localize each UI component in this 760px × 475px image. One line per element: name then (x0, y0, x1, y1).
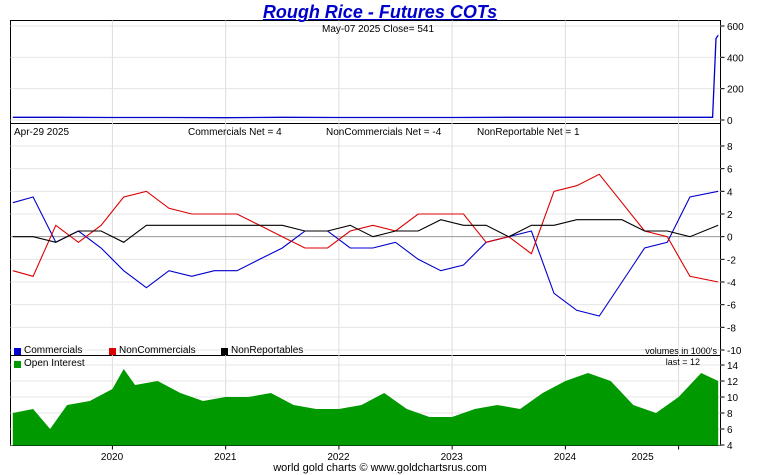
volumes-note: volumes in 1000's (645, 346, 717, 356)
cot-layer (12, 173, 719, 317)
y-tick-label: 600 (727, 22, 744, 33)
x-tick-label: 2023 (441, 452, 464, 463)
nonreportable-net: NonReportable Net = 1 (477, 127, 580, 138)
y-tick-label: 8 (727, 409, 733, 420)
price-header: May-07 2025 Close= 541 (322, 24, 434, 35)
x-tick-label: 2022 (327, 452, 350, 463)
y-tick-label: 4 (727, 441, 733, 452)
legend-open-interest: Open Interest (14, 358, 85, 370)
legend-noncommercials-label: NonCommercials (119, 345, 196, 356)
y-tick-label: 0 (727, 233, 733, 244)
price-layer (12, 34, 719, 119)
y-tick-label: 400 (727, 53, 744, 64)
cot-panel (10, 123, 721, 356)
y-tick-label: -10 (727, 346, 742, 357)
x-tick-label: 2025 (631, 452, 654, 463)
commercials-swatch (14, 347, 21, 355)
noncommercials-line (12, 173, 719, 283)
price-panel (10, 20, 721, 124)
x-tick-label: 2021 (214, 452, 237, 463)
y-tick-label: -4 (727, 278, 736, 289)
price-line (12, 34, 719, 119)
open-interest-layer (12, 369, 719, 446)
legend-noncommercials: NonCommercials (109, 345, 196, 357)
nonreportables-line (12, 219, 719, 243)
y-tick-label: -2 (727, 255, 736, 266)
y-tick-label: 8 (727, 142, 733, 153)
legend-commercials: Commercials (14, 345, 82, 357)
y-tick-label: -6 (727, 301, 736, 312)
noncommercials-swatch (109, 347, 116, 355)
noncommercials-net: NonCommercials Net = -4 (326, 127, 442, 138)
y-tick-label: 6 (727, 165, 733, 176)
open-interest-swatch (14, 360, 21, 368)
y-tick-label: -8 (727, 323, 736, 334)
y-tick-label: 4 (727, 187, 733, 198)
y-tick-label: 12 (727, 377, 739, 388)
open-interest-area (12, 369, 719, 446)
y-tick-label: 0 (727, 116, 733, 127)
y-tick-label: 2 (727, 210, 733, 221)
footer-credit[interactable]: world gold charts © www.goldchartsrus.co… (273, 462, 487, 474)
legend-nonreportables-label: NonReportables (231, 345, 304, 356)
tick-labels: 2020 2021 2022 2023 2024 2025 0 200 400 600 -10 -8 -… (101, 22, 744, 463)
legend-commercials-label: Commercials (24, 345, 83, 356)
cot-date: Apr-29 2025 (14, 127, 69, 138)
y-tick-label: 10 (727, 393, 739, 404)
y-tick-label: 6 (727, 425, 733, 436)
commercials-net: Commercials Net = 4 (188, 127, 282, 138)
y-tick-label: 200 (727, 85, 744, 96)
x-tick-label: 2024 (554, 452, 577, 463)
chart-title[interactable]: Rough Rice - Futures COTs (262, 2, 498, 22)
y-tick-label: 14 (727, 361, 739, 372)
commercials-line (12, 190, 719, 317)
legend-nonreportables: NonReportables (221, 345, 303, 357)
x-tick-label: 2020 (101, 452, 124, 463)
last-label: last = 12 (666, 357, 700, 367)
nonreportables-swatch (221, 347, 228, 355)
legend-open-interest-label: Open Interest (24, 358, 85, 369)
